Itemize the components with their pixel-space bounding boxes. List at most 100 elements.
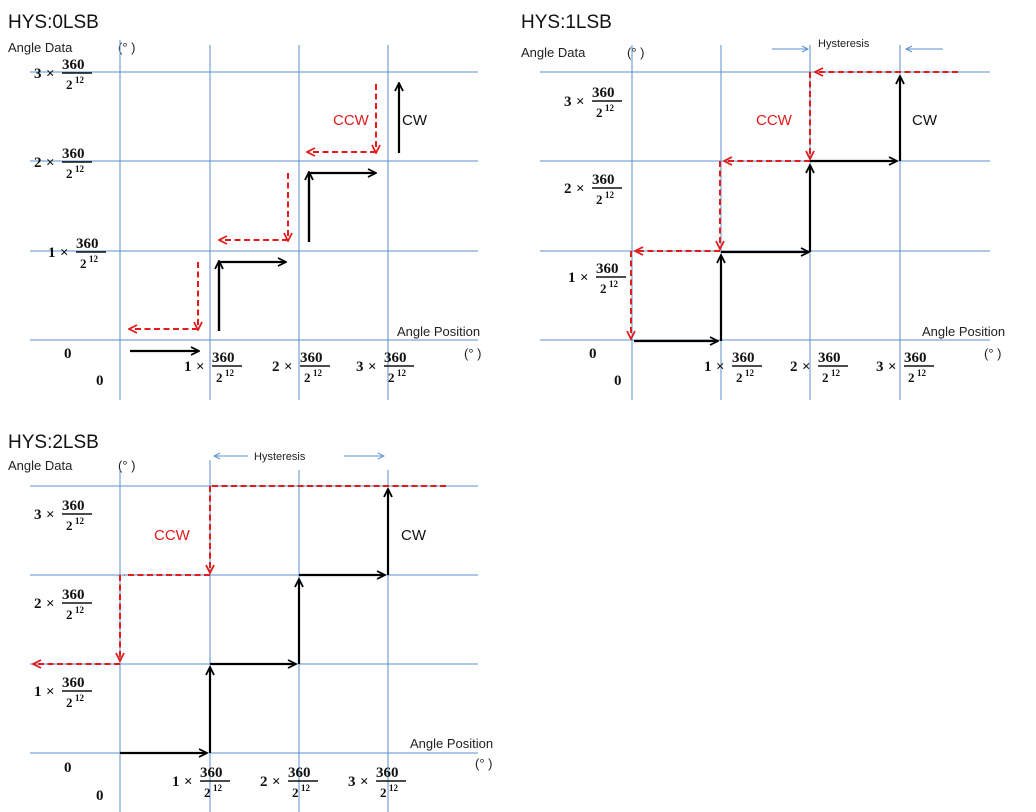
fraction-exponent: 12 [745,368,755,378]
y-axis-unit: (° ) [118,458,135,473]
y-tick-3: 3 × 360 2 12 [34,57,92,92]
ccw-path [34,485,446,664]
x-axis-label: Angle Position [397,324,480,339]
fraction-numerator: 360 [212,350,235,366]
multiplier: 1 [48,245,56,261]
multiplier: 3 [876,359,884,375]
fraction-base: 2 [292,785,299,800]
fraction-exponent: 12 [225,368,235,378]
fraction-numerator: 360 [62,146,85,162]
fraction-exponent: 12 [917,368,927,378]
x-tick-3: 3 × 360 2 12 [876,350,934,385]
cw-label: CW [402,112,428,129]
fraction-base: 2 [66,695,73,710]
times-sign: × [46,684,55,700]
ccw-label: CCW [333,112,370,129]
times-sign: × [368,359,377,375]
fraction-exponent: 12 [831,368,841,378]
times-sign: × [580,270,589,286]
panel-title: HYS:1LSB [521,12,612,33]
cw-path [130,84,399,351]
fraction-numerator: 360 [376,765,399,781]
panel-title: HYS:2LSB [8,432,99,453]
fraction-numerator: 360 [200,765,223,781]
y-axis-label: Angle Data [8,40,73,55]
fraction-base: 2 [80,256,87,271]
panel-title: HYS:0LSB [8,12,99,33]
times-sign: × [60,245,69,261]
x-tick-1: 1 × 360 2 12 [704,350,762,385]
fraction-exponent: 12 [313,368,323,378]
times-sign: × [46,155,55,171]
fraction-numerator: 360 [288,765,311,781]
multiplier: 3 [564,94,572,110]
panel-hys0: HYS:0LSB Angle Data (° ) Angle Position … [8,12,481,400]
fraction-numerator: 360 [818,350,841,366]
fraction-exponent: 12 [75,693,85,703]
x-tick-1: 1 × 360 2 12 [172,765,230,800]
multiplier: 2 [564,181,572,197]
fraction-base: 2 [204,785,211,800]
cw-path [634,77,900,341]
fraction-numerator: 360 [62,675,85,691]
x-axis-label: Angle Position [410,736,493,751]
times-sign: × [196,359,205,375]
hysteresis-indicator: Hysteresis [214,451,384,463]
ccw-path [130,84,376,329]
times-sign: × [46,596,55,612]
fraction-numerator: 360 [62,498,85,514]
y-tick-3: 3 × 360 2 12 [564,85,622,120]
multiplier: 1 [184,359,192,375]
y-axis-label: Angle Data [8,458,73,473]
multiplier: 2 [34,155,42,171]
x-axis-unit: (° ) [464,346,481,361]
fraction-numerator: 360 [592,85,615,101]
cw-label: CW [912,112,938,129]
x-tick-3: 3 × 360 2 12 [348,765,406,800]
hysteresis-indicator: Hysteresis [772,38,943,50]
fraction-numerator: 360 [76,236,99,252]
fraction-exponent: 12 [75,516,85,526]
times-sign: × [716,359,725,375]
fraction-numerator: 360 [592,172,615,188]
grid [30,40,478,400]
fraction-numerator: 360 [384,350,407,366]
fraction-numerator: 360 [904,350,927,366]
fraction-exponent: 12 [75,164,85,174]
panel-hys1: HYS:1LSB Angle Data (° ) Hysteresis Angl… [521,12,1005,400]
cw-path [120,490,388,753]
times-sign: × [576,181,585,197]
zero-label-x: 0 [64,346,72,362]
y-axis-label: Angle Data [521,45,586,60]
zero-label-y: 0 [96,373,104,389]
fraction-exponent: 12 [213,783,223,793]
zero-label-x: 0 [589,346,597,362]
times-sign: × [46,66,55,82]
fraction-base: 2 [304,370,311,385]
fraction-numerator: 360 [62,57,85,73]
fraction-exponent: 12 [389,783,399,793]
multiplier: 1 [568,270,576,286]
fraction-base: 2 [66,166,73,181]
fraction-base: 2 [216,370,223,385]
hysteresis-label: Hysteresis [818,38,870,50]
multiplier: 3 [348,774,356,790]
fraction-base: 2 [66,607,73,622]
y-tick-1: 1 × 360 2 12 [568,261,626,296]
multiplier: 2 [34,596,42,612]
zero-label-y: 0 [614,373,622,389]
fraction-base: 2 [596,105,603,120]
multiplier: 2 [272,359,280,375]
multiplier: 3 [34,507,42,523]
fraction-base: 2 [380,785,387,800]
x-axis-unit: (° ) [984,346,1001,361]
fraction-base: 2 [600,281,607,296]
x-tick-3: 3 × 360 2 12 [356,350,414,385]
fraction-exponent: 12 [89,254,99,264]
fraction-exponent: 12 [397,368,407,378]
zero-label-x: 0 [64,760,72,776]
